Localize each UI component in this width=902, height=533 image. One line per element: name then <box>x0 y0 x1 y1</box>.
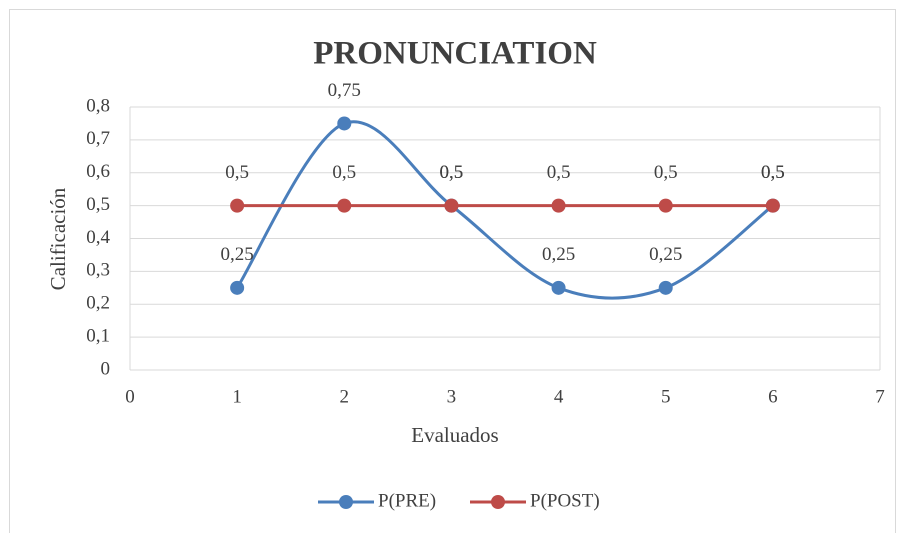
x-tick-label: 1 <box>232 386 242 407</box>
x-tick-label: 5 <box>661 386 671 407</box>
data-label: 0,5 <box>332 162 356 183</box>
data-label: 0,5 <box>761 162 785 183</box>
y-tick-label: 0,4 <box>86 227 110 248</box>
data-label: 0,5 <box>547 162 571 183</box>
marker <box>230 280 245 295</box>
marker <box>658 280 673 295</box>
y-tick-label: 0,2 <box>86 293 110 314</box>
marker <box>551 280 566 295</box>
marker <box>337 116 352 131</box>
x-tick-label: 6 <box>768 386 778 407</box>
data-label: 0,5 <box>654 162 678 183</box>
y-tick-label: 0,7 <box>86 128 110 149</box>
x-tick-label: 7 <box>875 386 885 407</box>
data-label: 0,25 <box>542 244 575 265</box>
chart-border <box>9 9 896 533</box>
series-line <box>235 120 774 300</box>
marker <box>230 198 245 213</box>
data-label: 0,25 <box>221 244 254 265</box>
legend-marker <box>339 495 353 509</box>
y-tick-label: 0 <box>101 358 111 379</box>
chart-title: PRONUNCIATION <box>313 36 597 72</box>
marker <box>551 198 566 213</box>
y-tick-label: 0,8 <box>86 95 110 116</box>
data-label: 0,5 <box>440 162 464 183</box>
legend-marker <box>491 495 505 509</box>
y-tick-label: 0,6 <box>86 161 110 182</box>
data-label: 0,5 <box>761 162 785 183</box>
data-label: 0,75 <box>328 80 361 101</box>
data-label: 0,25 <box>649 244 682 265</box>
x-tick-label: 0 <box>125 386 135 407</box>
marker <box>444 198 459 213</box>
data-label: 0,5 <box>440 162 464 183</box>
legend-label: P(POST) <box>530 490 600 511</box>
y-tick-label: 0,3 <box>86 260 110 281</box>
marker <box>658 198 673 213</box>
x-tick-label: 2 <box>340 386 350 407</box>
marker <box>765 198 780 213</box>
y-tick-label: 0,5 <box>86 194 110 215</box>
x-tick-label: 4 <box>554 386 564 407</box>
data-label: 0,5 <box>225 162 249 183</box>
x-tick-label: 3 <box>447 386 457 407</box>
y-axis-title: Calificación <box>46 187 70 290</box>
marker <box>337 198 352 213</box>
x-axis-title: Evaluados <box>411 423 498 447</box>
y-tick-label: 0,1 <box>86 325 110 346</box>
legend-label: P(PRE) <box>378 490 436 511</box>
